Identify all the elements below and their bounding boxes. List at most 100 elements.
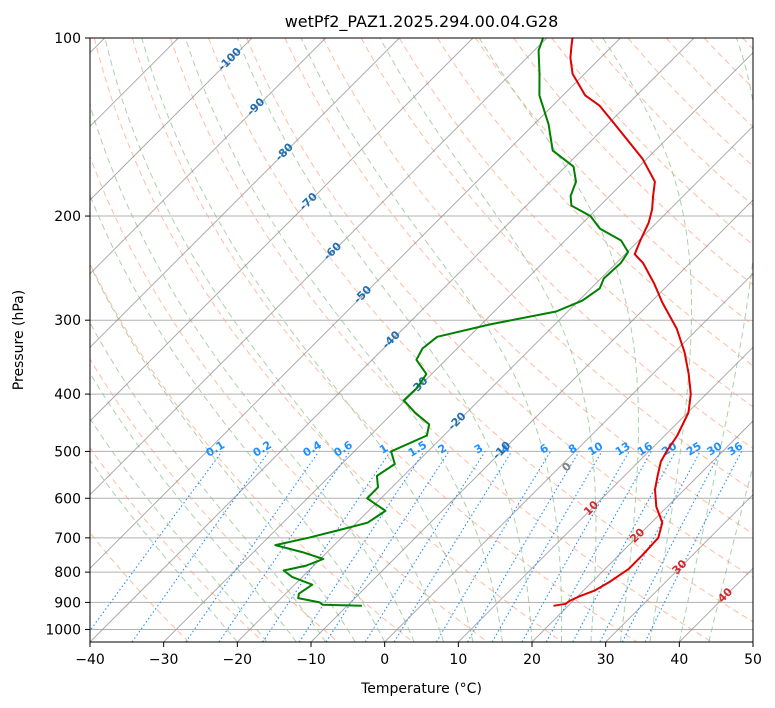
mixing-ratio-line — [325, 451, 450, 642]
moist-adiabat-line — [478, 38, 639, 642]
dry-adiabat-line — [703, 38, 753, 89]
y-tick-label: 400 — [54, 387, 81, 403]
mixing-ratio-line — [644, 451, 742, 642]
mixing-ratio-label: 13 — [613, 439, 633, 458]
dry-adiabat-line — [90, 531, 190, 642]
isotherm-label: -80 — [273, 140, 296, 163]
dry-adiabat-line — [90, 358, 339, 642]
y-tick-label: 700 — [54, 531, 81, 547]
x-tick-label: 0 — [380, 652, 389, 668]
mixing-ratio-line — [621, 451, 722, 642]
dry-adiabat-line — [475, 38, 753, 326]
mixing-ratio-line — [467, 451, 580, 642]
dry-adiabat-line — [513, 38, 753, 286]
isotherm-label: -20 — [445, 409, 468, 432]
mixing-ratio-label: 25 — [684, 439, 704, 458]
mixing-ratio-label: 6 — [537, 441, 551, 456]
y-tick-label: 200 — [54, 209, 81, 225]
dry-adiabat-line — [246, 38, 753, 579]
x-tick-label: 20 — [523, 652, 541, 668]
moist-adiabat-line — [678, 38, 753, 642]
moist-adiabat-line — [708, 464, 753, 642]
y-tick-label: 1000 — [45, 622, 81, 638]
moist-adiabat-line — [602, 38, 692, 642]
x-tick-label: 30 — [597, 652, 615, 668]
dry-adiabat-line — [90, 155, 488, 642]
y-tick-label: 500 — [54, 444, 81, 460]
temperature-profile-line — [553, 38, 692, 607]
moist-adiabat-line — [184, 38, 503, 642]
moist-adiabat-line — [141, 38, 474, 642]
x-tick-label: −40 — [75, 652, 105, 668]
x-axis-ticks: −40 −30 −20 −10 0 10 20 30 40 50 — [75, 642, 762, 668]
pressure-gridlines — [90, 38, 753, 630]
isotherm-line — [90, 38, 548, 496]
mixing-ratio-label: 1 — [377, 441, 390, 456]
dry-adiabat-line — [208, 38, 753, 623]
mixing-ratio-label: 36 — [725, 439, 745, 458]
isotherm-label: -60 — [321, 239, 344, 262]
x-tick-label: −30 — [149, 652, 179, 668]
x-tick-label: 40 — [670, 652, 688, 668]
dry-adiabat-line — [90, 262, 414, 642]
isotherm-label: -90 — [244, 95, 267, 118]
isotherms — [90, 38, 753, 642]
moist-adiabat-line — [90, 103, 415, 642]
isotherm-line — [90, 38, 474, 422]
isotherm-line — [236, 125, 753, 642]
x-tick-label: −10 — [296, 652, 326, 668]
mixing-ratio-line — [298, 451, 425, 642]
mixing-ratio-label: 2 — [436, 441, 449, 456]
profile-series — [274, 38, 692, 607]
dry-adiabat-line — [284, 38, 753, 535]
dry-adiabat-line — [131, 38, 638, 642]
mixing-ratio-line — [90, 451, 223, 632]
plot-frame — [89, 37, 754, 643]
y-tick-label: 900 — [54, 595, 81, 611]
moist-adiabat-line — [379, 38, 597, 642]
dry-adiabat-line — [322, 38, 753, 492]
moist-adiabat-line — [90, 417, 268, 642]
moist-adiabat-line — [90, 263, 356, 642]
isotherm-line — [678, 567, 753, 642]
isotherm-line — [752, 641, 753, 642]
mixing-ratio-label: 10 — [586, 439, 606, 458]
dry-adiabat-label: 30 — [670, 557, 690, 577]
mixing-ratio-label: 0.6 — [331, 438, 355, 460]
mixing-ratio-lines — [90, 451, 742, 642]
mixing-ratio-label: 0.1 — [204, 438, 227, 459]
isotherm-line — [384, 272, 753, 642]
dry-adiabat-line — [436, 38, 753, 367]
isotherm-line — [605, 493, 753, 642]
moist-adiabat-line — [300, 38, 563, 642]
dry-adiabat-line — [170, 38, 712, 642]
isotherm-label: -40 — [380, 328, 403, 351]
dry-adiabat-line — [551, 38, 753, 246]
mixing-ratio-line — [393, 451, 513, 642]
isotherm-label: -100 — [215, 45, 244, 74]
dry-adiabat-label: 10 — [581, 498, 601, 518]
dry-adiabat-line — [589, 38, 753, 206]
y-tick-label: 800 — [54, 565, 81, 581]
mixing-ratio-line — [131, 451, 270, 642]
dry-adiabat-line — [665, 38, 753, 128]
x-tick-label: −20 — [223, 652, 253, 668]
y-axis-label: Pressure (hPa) — [11, 290, 27, 390]
mixing-ratio-line — [545, 451, 652, 642]
mixing-ratio-line — [262, 451, 391, 642]
dry-adiabat-line — [398, 38, 753, 408]
isotherm-label: -10 — [490, 438, 513, 461]
moist-adiabat-line — [90, 194, 386, 642]
dry-adiabats — [90, 38, 753, 642]
moist-adiabat-line — [90, 321, 327, 642]
mixing-ratio-label: 3 — [472, 441, 485, 456]
mixing-ratio-label: 1.5 — [406, 438, 429, 459]
isotherm-line — [531, 420, 753, 642]
mixing-ratio-line — [218, 451, 351, 642]
y-tick-label: 300 — [54, 313, 81, 329]
dewpoint-profile-line — [274, 38, 630, 607]
plot-area: 0.1 0.2 0.4 0.6 1 1.5 2 3 4 6 8 10 13 16 20 25 30 36-100-… — [90, 38, 753, 642]
isotherm-line — [310, 199, 753, 642]
isotherm-line — [90, 38, 253, 201]
mixing-ratio-label: 0.2 — [251, 438, 274, 459]
